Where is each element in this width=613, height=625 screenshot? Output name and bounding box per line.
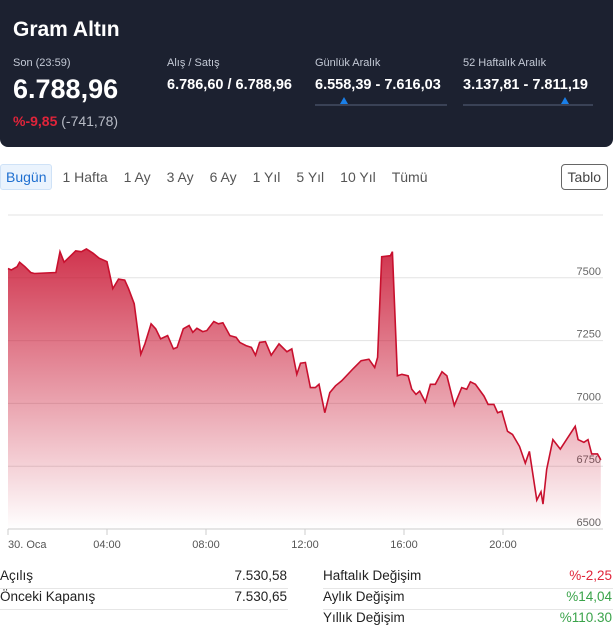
change-percent: %-9,85 <box>13 113 58 129</box>
stat-label: Yıllık Değişim <box>323 610 405 625</box>
tab-1-hafta[interactable]: 1 Hafta <box>62 169 108 185</box>
stat-label: Açılış <box>0 568 34 583</box>
row-divider <box>323 588 613 589</box>
stat-label: Aylık Değişim <box>323 589 405 604</box>
daily-change: %-9,85 (-741,78) <box>13 113 118 129</box>
y-tick-label: 7500 <box>577 266 601 278</box>
row-divider <box>0 609 288 610</box>
week52-range-label: 52 Haftalık Aralık <box>463 57 547 69</box>
row-divider <box>0 588 288 589</box>
daily-range-value: 6.558,39 - 7.616,03 <box>315 77 441 93</box>
stat-label: Haftalık Değişim <box>323 568 422 583</box>
week52-range-marker-icon <box>560 97 569 104</box>
instrument-title: Gram Altın <box>13 18 120 41</box>
change-absolute: (-741,78) <box>61 113 119 129</box>
period-tabs: Bugün 1 Hafta 1 Ay 3 Ay 6 Ay 1 Yıl 5 Yıl 10 Yıl… <box>0 164 438 190</box>
x-tick-label: 20:00 <box>489 539 517 551</box>
tab-1-ay[interactable]: 1 Ay <box>123 169 151 185</box>
stat-value: %110.30 <box>559 610 612 625</box>
week52-range-value: 3.137,81 - 7.811,19 <box>463 77 588 93</box>
bid-ask-value: 6.786,60 / 6.788,96 <box>167 77 292 93</box>
x-tick-label: 30. Oca <box>8 539 47 551</box>
stat-value: 7.530,58 <box>234 568 287 583</box>
quote-header: Gram Altın Son (23:59) 6.788,96 %-9,85 (… <box>0 0 613 147</box>
week52-range-bar <box>463 97 593 106</box>
y-tick-label: 7000 <box>577 391 601 403</box>
stat-label: Önceki Kapanış <box>0 589 96 604</box>
price-line <box>7 247 602 505</box>
x-tick-label: 04:00 <box>93 539 121 551</box>
price-chart: 6500675070007250750030. Oca04:0008:0012:… <box>7 214 603 551</box>
x-tick-label: 16:00 <box>390 539 418 551</box>
tab-1-yıl[interactable]: 1 Yıl <box>252 169 281 185</box>
daily-range-bar <box>315 97 447 106</box>
stat-value: 7.530,65 <box>234 589 287 604</box>
stat-value: %-2,25 <box>569 568 612 583</box>
daily-range-marker-icon <box>339 97 348 104</box>
x-tick-label: 08:00 <box>192 539 220 551</box>
tab-3-ay[interactable]: 3 Ay <box>166 169 194 185</box>
y-tick-label: 7250 <box>577 329 601 341</box>
tab-6-ay[interactable]: 6 Ay <box>209 169 237 185</box>
last-price: 6.788,96 <box>13 74 119 104</box>
tab-tümü[interactable]: Tümü <box>391 169 428 185</box>
table-button[interactable]: Tablo <box>560 164 608 190</box>
x-tick-label: 12:00 <box>291 539 319 551</box>
price-area <box>8 248 601 529</box>
tab-10-yıl[interactable]: 10 Yıl <box>340 169 376 185</box>
tab-5-yıl[interactable]: 5 Yıl <box>296 169 325 185</box>
daily-range-label: Günlük Aralık <box>315 57 381 69</box>
last-label: Son (23:59) <box>13 57 71 69</box>
bid-ask-label: Alış / Satış <box>167 57 220 69</box>
tab-bugün[interactable]: Bugün <box>0 164 53 190</box>
stat-value: %14,04 <box>566 589 612 604</box>
row-divider <box>323 609 613 610</box>
